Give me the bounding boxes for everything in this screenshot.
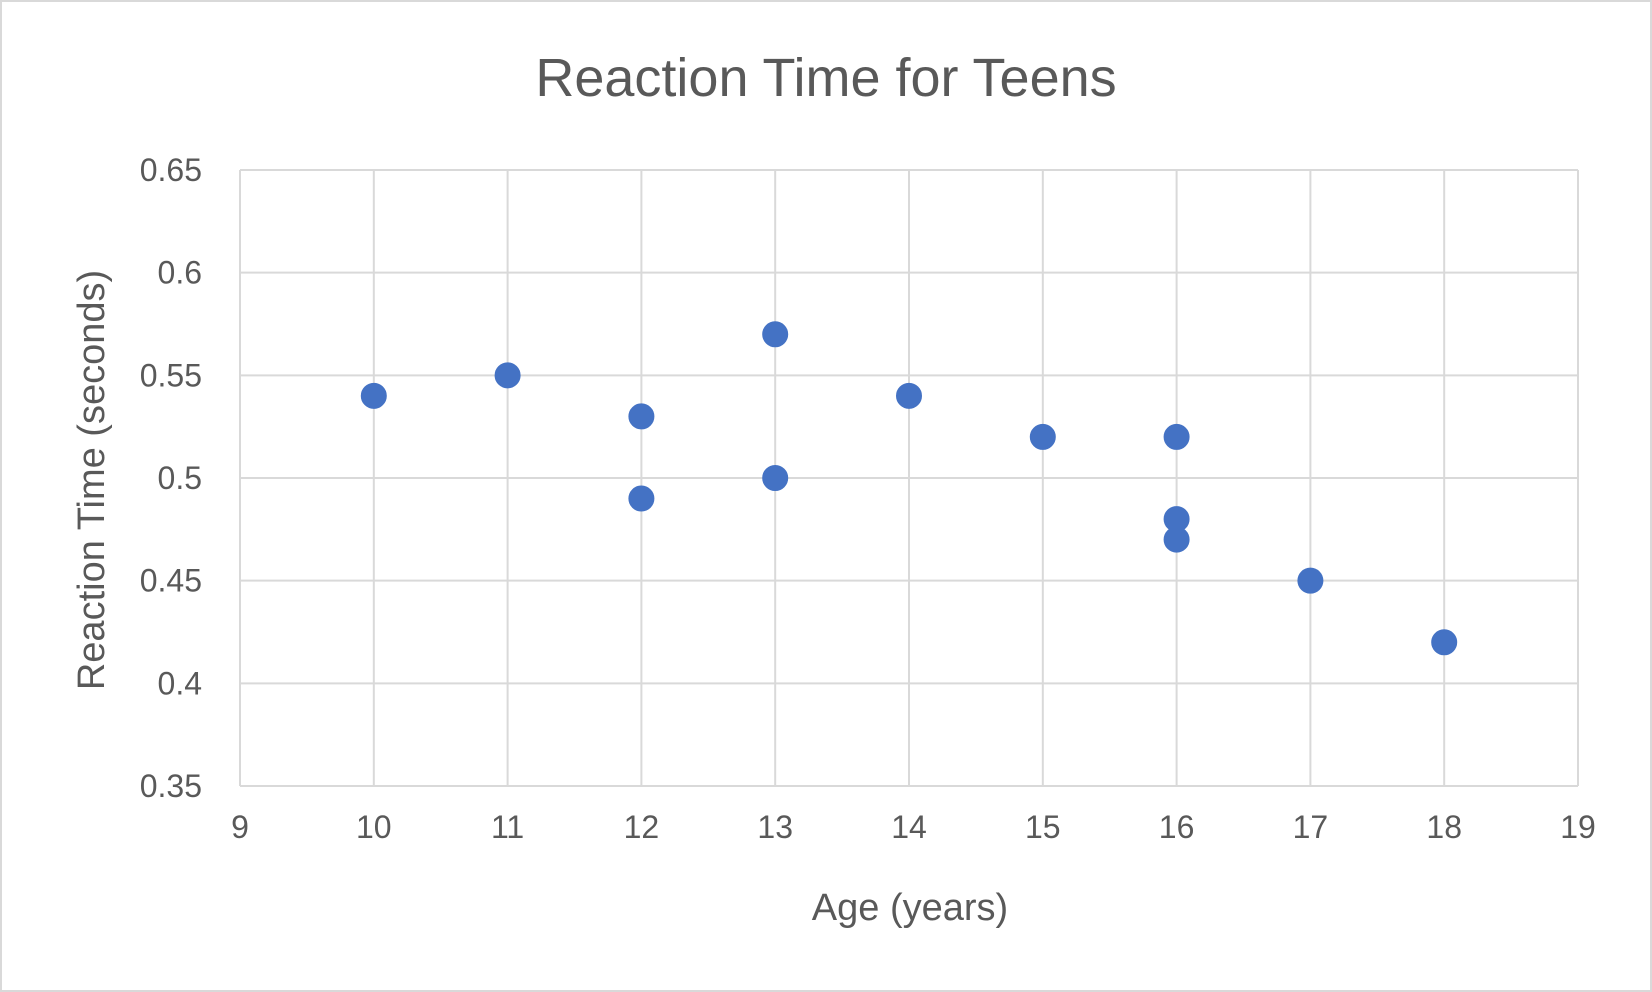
data-point bbox=[1163, 423, 1190, 450]
x-tick-label: 15 bbox=[1025, 809, 1061, 845]
x-tick-label: 13 bbox=[757, 809, 793, 845]
data-point bbox=[1163, 526, 1190, 553]
data-points bbox=[360, 321, 1458, 656]
data-point bbox=[762, 321, 789, 348]
x-tick-label: 14 bbox=[891, 809, 927, 845]
chart-title: Reaction Time for Teens bbox=[535, 48, 1116, 108]
x-tick-label: 12 bbox=[624, 809, 660, 845]
x-tick-label: 16 bbox=[1159, 809, 1195, 845]
x-tick-label: 18 bbox=[1426, 809, 1462, 845]
data-point bbox=[628, 403, 655, 430]
data-point bbox=[1029, 423, 1056, 450]
x-tick-label: 10 bbox=[356, 809, 392, 845]
data-point bbox=[762, 465, 789, 491]
y-tick-label: 0.65 bbox=[140, 152, 202, 188]
y-tick-label: 0.5 bbox=[158, 460, 202, 496]
x-tick-label: 19 bbox=[1560, 809, 1596, 845]
y-axis-title: Reaction Time (seconds) bbox=[71, 270, 113, 690]
y-tick-label: 0.45 bbox=[140, 563, 202, 599]
y-tick-label: 0.55 bbox=[140, 357, 202, 393]
data-point bbox=[628, 485, 655, 512]
x-tick-label: 9 bbox=[231, 809, 249, 845]
data-point bbox=[360, 382, 387, 409]
y-axis-ticks: 0.35 0.4 0.45 0.5 0.55 0.6 0.65 bbox=[140, 152, 202, 804]
grid bbox=[239, 169, 1579, 787]
x-axis-ticks: 9 10 11 12 13 14 15 16 17 18 19 bbox=[231, 809, 1596, 845]
x-tick-label: 11 bbox=[491, 809, 524, 845]
data-point bbox=[896, 382, 922, 409]
data-point bbox=[1431, 629, 1458, 656]
data-point bbox=[494, 362, 521, 389]
x-axis-title: Age (years) bbox=[812, 887, 1008, 929]
y-tick-label: 0.4 bbox=[158, 665, 202, 701]
y-tick-label: 0.35 bbox=[140, 768, 202, 804]
x-tick-label: 17 bbox=[1293, 809, 1329, 845]
y-tick-label: 0.6 bbox=[158, 255, 202, 291]
data-point bbox=[1297, 567, 1324, 594]
